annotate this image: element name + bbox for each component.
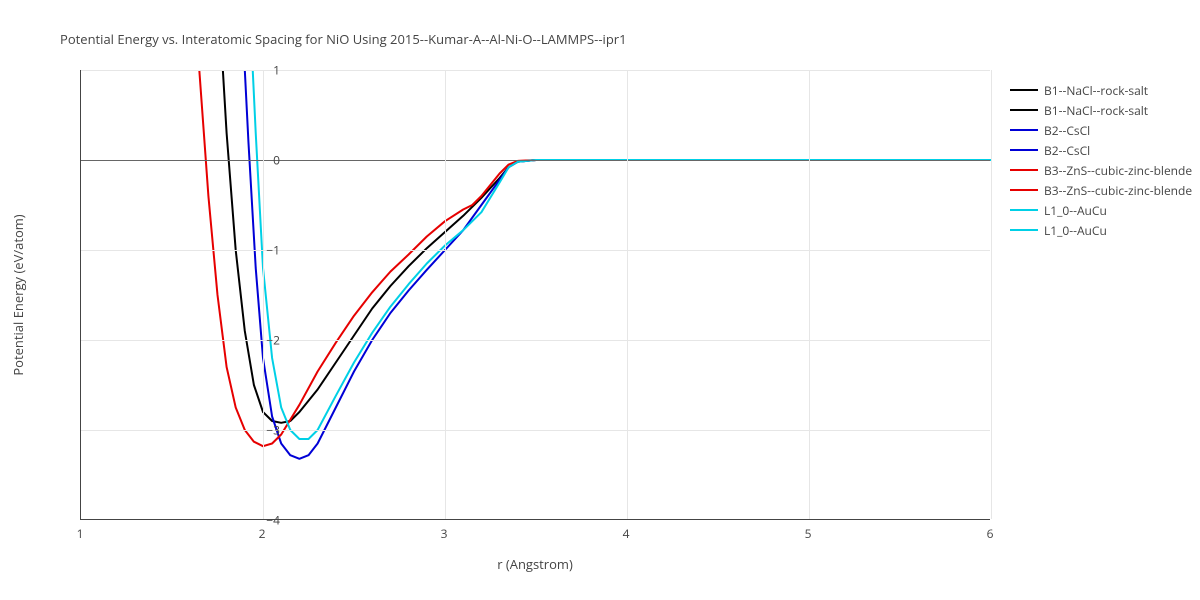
legend-item[interactable]: B1--NaCl--rock-salt bbox=[1010, 80, 1192, 100]
legend-label: B3--ZnS--cubic-zinc-blende bbox=[1044, 162, 1192, 179]
grid-line-h bbox=[81, 340, 990, 341]
legend-swatch bbox=[1010, 169, 1038, 171]
series-line bbox=[232, 0, 991, 459]
plot-area bbox=[80, 70, 990, 520]
x-tick-label: 1 bbox=[77, 525, 84, 542]
legend-swatch bbox=[1010, 189, 1038, 191]
legend-swatch bbox=[1010, 149, 1038, 151]
y-tick-label: −2 bbox=[240, 332, 280, 349]
y-tick-label: −3 bbox=[240, 422, 280, 439]
legend-swatch bbox=[1010, 229, 1038, 231]
grid-line-v bbox=[627, 70, 628, 519]
y-tick-label: 1 bbox=[240, 62, 280, 79]
x-tick-label: 3 bbox=[441, 525, 448, 542]
x-tick-label: 4 bbox=[623, 525, 630, 542]
legend-swatch bbox=[1010, 209, 1038, 211]
x-tick-label: 5 bbox=[805, 525, 812, 542]
legend-item[interactable]: B2--CsCl bbox=[1010, 120, 1192, 140]
y-tick-label: 0 bbox=[240, 152, 280, 169]
legend-label: B1--NaCl--rock-salt bbox=[1044, 82, 1148, 99]
legend-item[interactable]: L1_0--AuCu bbox=[1010, 200, 1192, 220]
legend-swatch bbox=[1010, 129, 1038, 131]
grid-line-h bbox=[81, 250, 990, 251]
chart-title: Potential Energy vs. Interatomic Spacing… bbox=[60, 30, 627, 48]
legend-item[interactable]: B1--NaCl--rock-salt bbox=[1010, 100, 1192, 120]
legend-swatch bbox=[1010, 109, 1038, 111]
legend-item[interactable]: B2--CsCl bbox=[1010, 140, 1192, 160]
legend-label: B1--NaCl--rock-salt bbox=[1044, 102, 1148, 119]
x-tick-label: 2 bbox=[259, 525, 266, 542]
chart-curves-svg bbox=[81, 70, 991, 520]
grid-line-h bbox=[81, 430, 990, 431]
grid-line-v bbox=[263, 70, 264, 519]
legend-item[interactable]: L1_0--AuCu bbox=[1010, 220, 1192, 240]
y-axis-label: Potential Energy (eV/atom) bbox=[9, 214, 27, 375]
legend-label: L1_0--AuCu bbox=[1044, 202, 1107, 219]
legend-label: B2--CsCl bbox=[1044, 142, 1090, 159]
legend: B1--NaCl--rock-salt B1--NaCl--rock-salt B2… bbox=[1010, 80, 1192, 240]
grid-line-h bbox=[81, 70, 990, 71]
x-axis-label: r (Angstrom) bbox=[497, 555, 573, 573]
y-tick-label: −1 bbox=[240, 242, 280, 259]
chart-container: Potential Energy vs. Interatomic Spacing… bbox=[0, 0, 1200, 600]
grid-line-v bbox=[809, 70, 810, 519]
legend-label: B2--CsCl bbox=[1044, 122, 1090, 139]
legend-label: B3--ZnS--cubic-zinc-blende bbox=[1044, 182, 1192, 199]
legend-item[interactable]: B3--ZnS--cubic-zinc-blende bbox=[1010, 180, 1192, 200]
series-line bbox=[181, 0, 991, 446]
grid-line-v bbox=[991, 70, 992, 519]
legend-swatch bbox=[1010, 89, 1038, 91]
x-tick-label: 6 bbox=[987, 525, 994, 542]
legend-item[interactable]: B3--ZnS--cubic-zinc-blende bbox=[1010, 160, 1192, 180]
legend-label: L1_0--AuCu bbox=[1044, 222, 1107, 239]
grid-line-v bbox=[445, 70, 446, 519]
grid-line-h bbox=[81, 160, 990, 161]
